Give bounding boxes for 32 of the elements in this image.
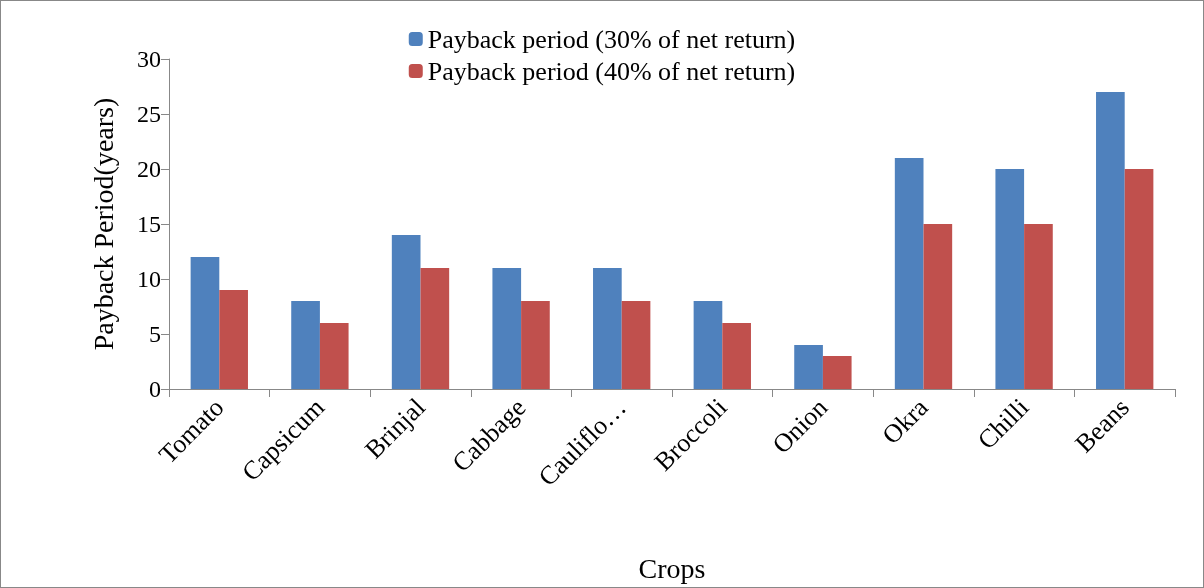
bar xyxy=(1024,224,1053,389)
bar xyxy=(1096,92,1125,389)
bar xyxy=(190,257,220,389)
bar xyxy=(319,323,349,389)
y-tick-label: 0 xyxy=(149,376,161,402)
bar xyxy=(693,301,723,389)
bar xyxy=(593,268,622,389)
bar xyxy=(521,301,550,389)
bar xyxy=(219,290,248,389)
y-tick-label: 10 xyxy=(137,266,161,292)
y-tick-label: 5 xyxy=(149,321,161,347)
y-tick-label: 15 xyxy=(137,211,161,237)
bar xyxy=(923,224,953,389)
bar xyxy=(894,158,924,389)
legend-label: Payback period (40% of net return) xyxy=(427,56,796,86)
legend-label: Payback period (30% of net return) xyxy=(427,24,796,54)
y-tick-label: 20 xyxy=(137,156,161,182)
y-tick-label: 25 xyxy=(137,101,161,127)
bar xyxy=(420,268,450,389)
y-tick-label: 30 xyxy=(137,46,161,72)
bar xyxy=(391,235,421,389)
bar xyxy=(291,301,320,389)
x-axis-title: Crops xyxy=(638,552,706,584)
y-axis-title: Payback Period(years) xyxy=(87,97,119,351)
bar xyxy=(492,268,522,389)
x-tick-label: Okra xyxy=(876,392,935,450)
bar xyxy=(794,345,823,389)
bar xyxy=(822,356,852,389)
bar xyxy=(722,323,751,389)
bar xyxy=(1124,169,1154,389)
bar xyxy=(621,301,651,389)
bar xyxy=(995,169,1025,389)
